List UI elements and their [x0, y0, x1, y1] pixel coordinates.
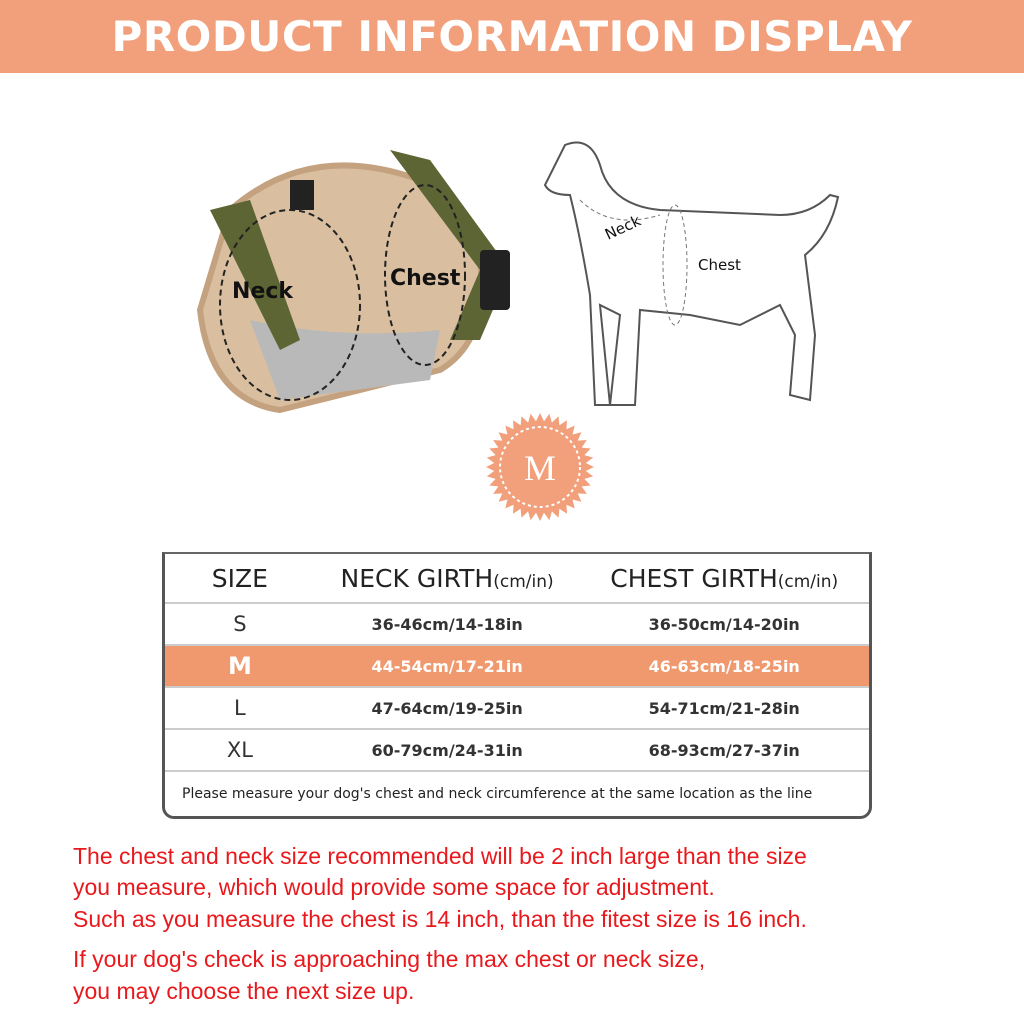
- note-line: you may choose the next size up.: [73, 978, 415, 1004]
- chest-cell: 46-63cm/18-25in: [648, 656, 800, 676]
- table-header: SIZE NECK GIRTH(cm/in) CHEST GIRTH(cm/in…: [165, 554, 869, 604]
- header-size: SIZE: [211, 563, 268, 593]
- size-cell: XL: [226, 738, 253, 762]
- table-row: M 44-54cm/17-21in 46-63cm/18-25in: [165, 646, 869, 688]
- harness-image: Neck Chest: [196, 150, 510, 414]
- note-line: Such as you measure the chest is 14 inch…: [73, 906, 807, 932]
- size-badge: M: [486, 413, 594, 521]
- table-note: Please measure your dog's chest and neck…: [182, 786, 813, 802]
- table-row: XL 60-79cm/24-31in 68-93cm/27-37in: [165, 730, 869, 772]
- table-row: L 47-64cm/19-25in 54-71cm/21-28in: [165, 688, 869, 730]
- neck-cell: 47-64cm/19-25in: [371, 698, 523, 718]
- chest-cell: 68-93cm/27-37in: [648, 740, 800, 760]
- badge-label: M: [524, 448, 556, 488]
- neck-cell: 36-46cm/14-18in: [371, 614, 523, 634]
- harness-neck-label: Neck: [232, 279, 294, 304]
- dog-chest-label: Chest: [698, 256, 741, 274]
- size-cell: S: [233, 612, 247, 636]
- size-cell: M: [227, 652, 252, 680]
- header-neck: NECK GIRTH(cm/in): [340, 563, 554, 593]
- banner: PRODUCT INFORMATION DISPLAY: [0, 0, 1024, 73]
- size-cell: L: [234, 696, 246, 720]
- chest-cell: 36-50cm/14-20in: [648, 614, 800, 634]
- note-line: you measure, which would provide some sp…: [73, 874, 715, 900]
- header-chest: CHEST GIRTH(cm/in): [610, 563, 839, 593]
- table-row: S 36-46cm/14-18in 36-50cm/14-20in: [165, 604, 869, 646]
- harness-chest-label: Chest: [390, 266, 461, 291]
- chest-cell: 54-71cm/21-28in: [648, 698, 800, 718]
- size-table: SIZE NECK GIRTH(cm/in) CHEST GIRTH(cm/in…: [162, 552, 872, 819]
- neck-cell: 60-79cm/24-31in: [371, 740, 523, 760]
- note-line: If your dog's check is approaching the m…: [73, 946, 706, 972]
- dog-outline-image: Neck Chest: [543, 141, 840, 406]
- neck-cell: 44-54cm/17-21in: [371, 656, 523, 676]
- note-line: The chest and neck size recommended will…: [73, 843, 807, 869]
- banner-title: PRODUCT INFORMATION DISPLAY: [111, 12, 913, 61]
